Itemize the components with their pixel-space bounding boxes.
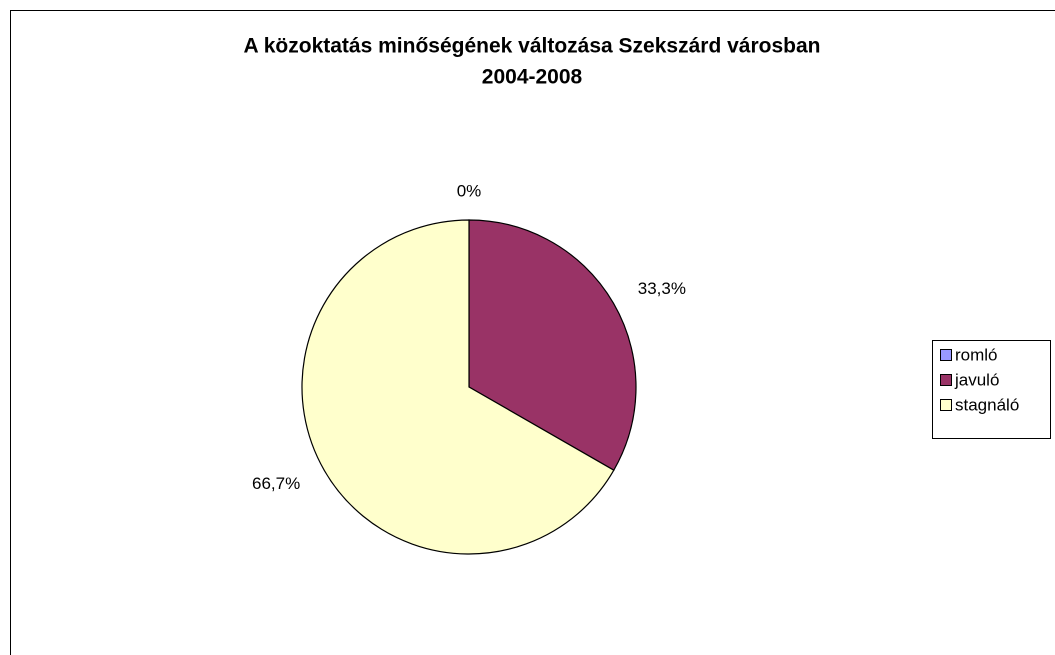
legend-swatch — [940, 399, 952, 411]
data-label: 66,7% — [252, 474, 300, 493]
legend-swatch — [940, 349, 952, 361]
pie-slice — [468, 219, 637, 472]
legend-label: romló — [955, 345, 998, 364]
data-label: 33,3% — [638, 279, 686, 298]
legend-box — [932, 340, 1051, 439]
chart-title: 2004-2008 — [482, 66, 583, 89]
legend-swatch — [940, 374, 952, 386]
pie-slice — [301, 219, 615, 555]
chart-title: A közoktatás minőségének változása Szeks… — [244, 35, 821, 58]
legend-label: stagnáló — [955, 395, 1019, 414]
legend-label: javuló — [954, 370, 999, 389]
data-label: 0% — [457, 181, 482, 200]
